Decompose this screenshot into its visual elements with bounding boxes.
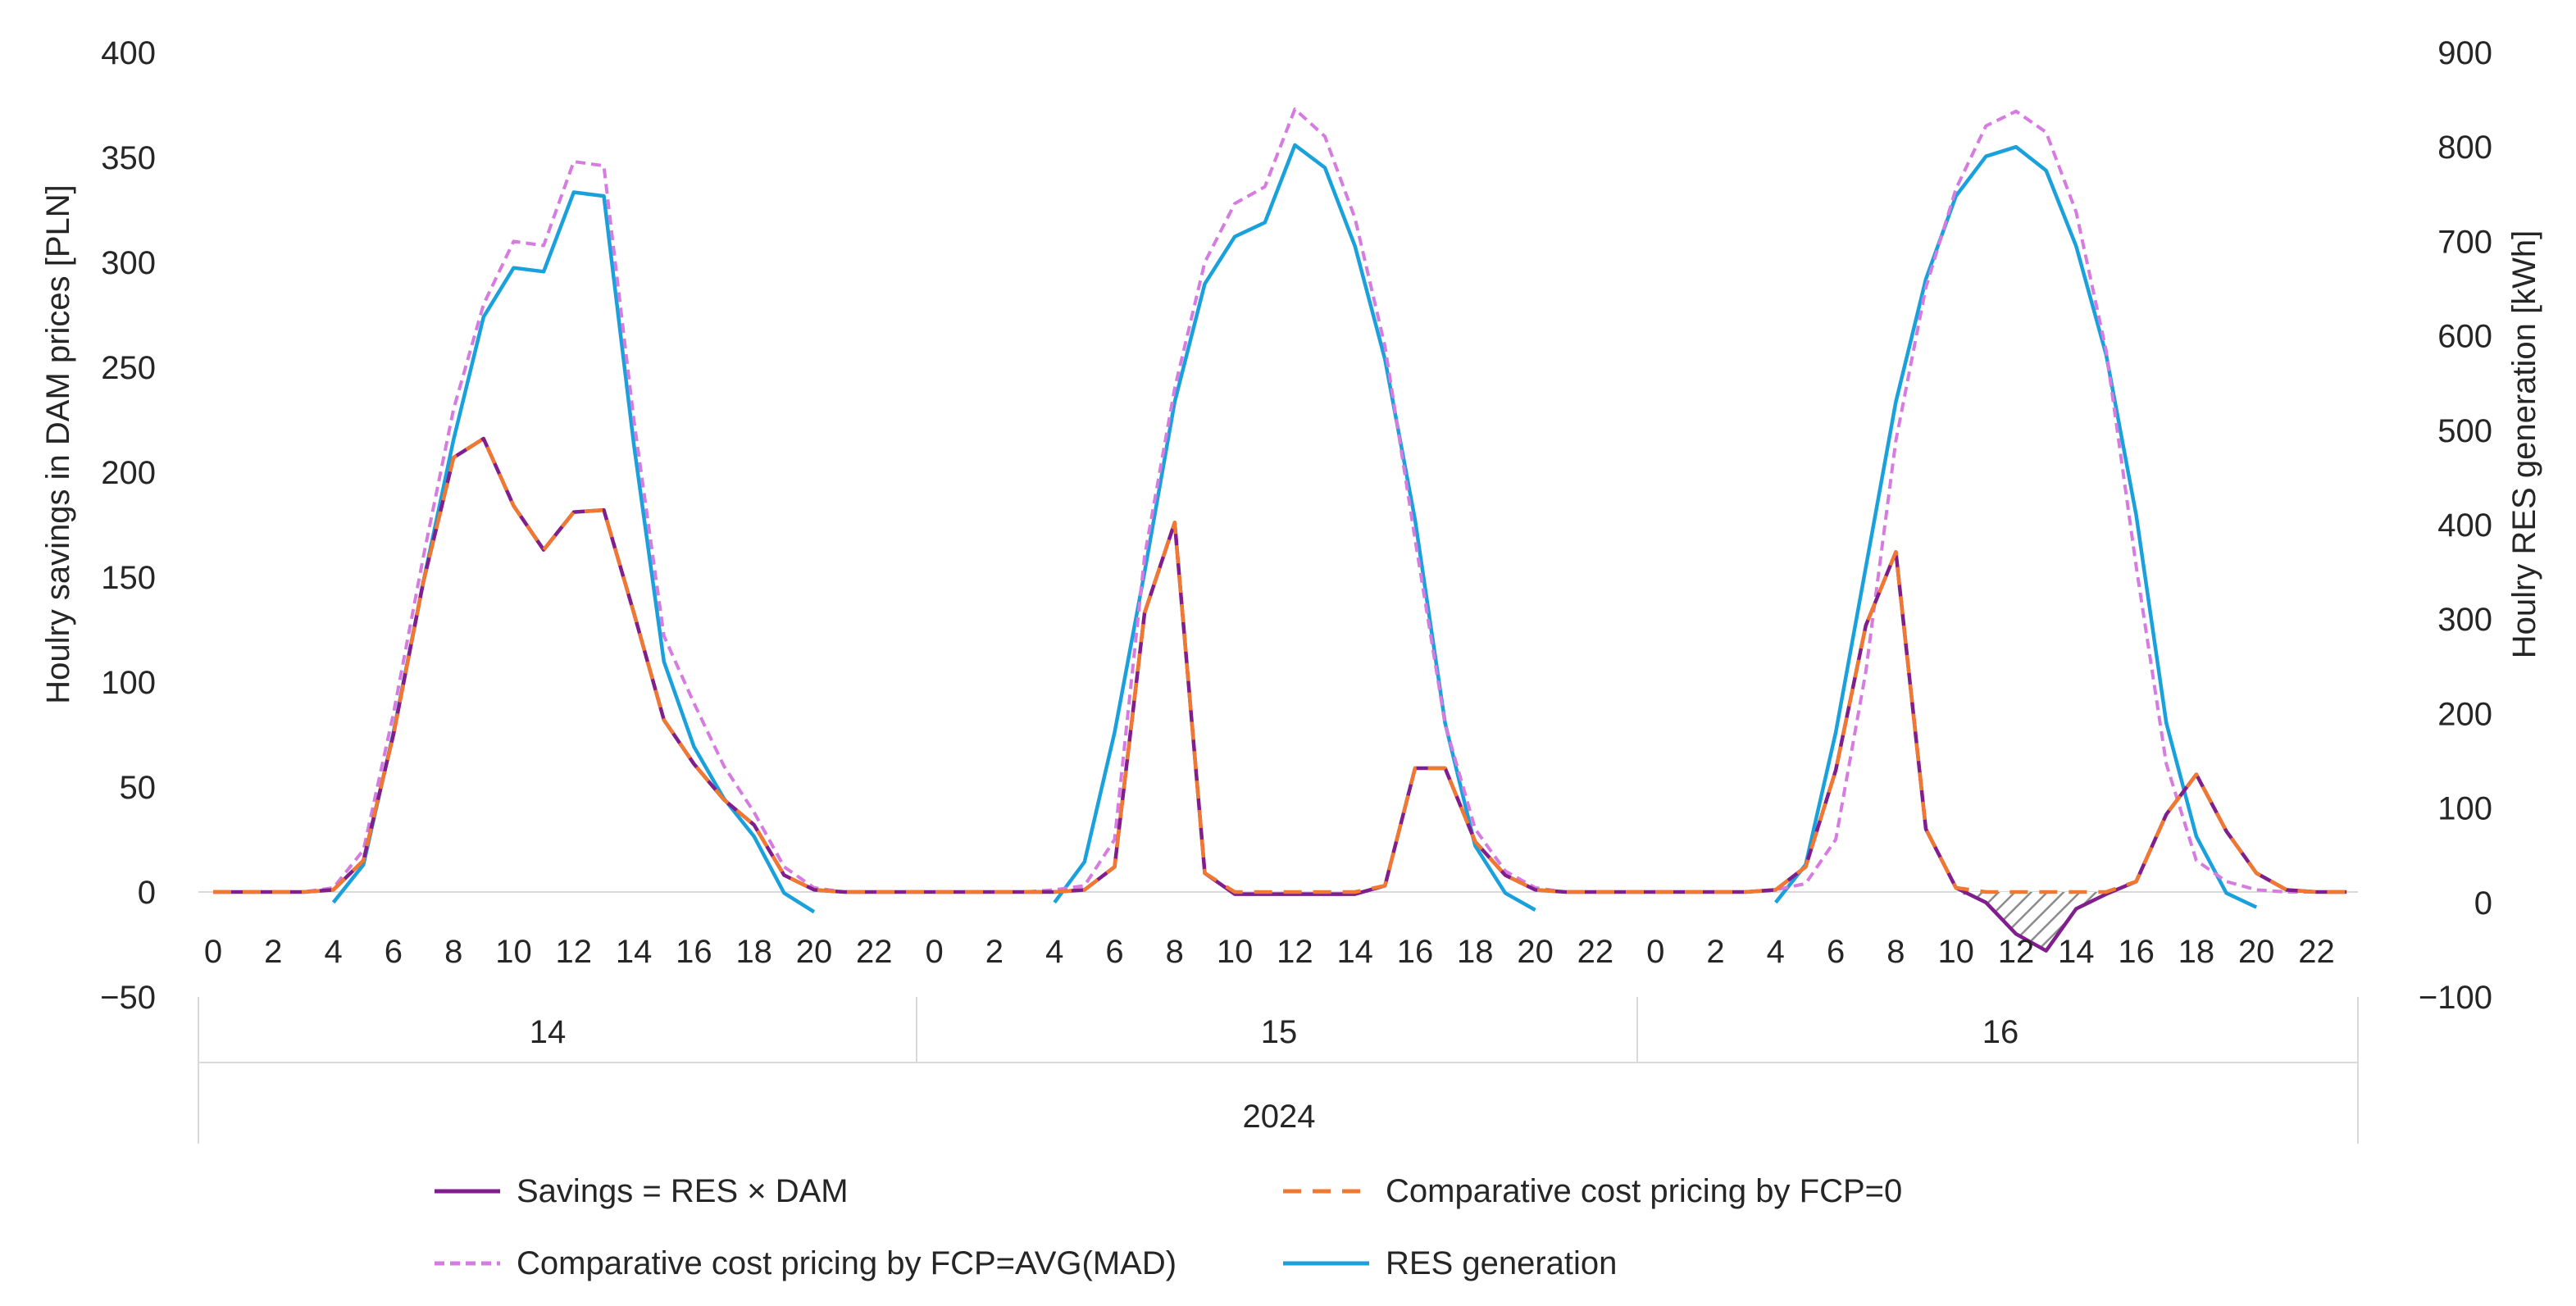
hour-tick-label: 18 [735, 934, 772, 970]
hour-tick-label: 22 [856, 934, 893, 970]
right-tick-label: 900 [2437, 35, 2492, 71]
x-axis-hour-ticks: 0 2 4 6 8 10 12 14 16 18 20 22 0 2 4 6 8 10 12 14 16 18 20 22 0 2… [204, 934, 2335, 970]
left-tick-label: 300 [101, 245, 156, 281]
hour-tick-label: 10 [495, 934, 532, 970]
right-tick-label: 700 [2437, 224, 2492, 260]
hour-tick-label: 8 [1166, 934, 1184, 970]
legend-label: RES generation [1386, 1245, 1617, 1281]
left-tick-label: 350 [101, 140, 156, 176]
left-tick-label: 150 [101, 560, 156, 596]
hour-tick-label: 16 [2118, 934, 2155, 970]
legend-label: Comparative cost pricing by FCP=0 [1386, 1173, 1902, 1209]
right-tick-label: 400 [2437, 507, 2492, 544]
hour-tick-label: 20 [2238, 934, 2275, 970]
left-tick-label: 400 [101, 35, 156, 71]
legend-item-res: RES generation [1283, 1245, 1617, 1281]
legend-item-fcpavg: Comparative cost pricing by FCP=AVG(MAD) [435, 1245, 1176, 1281]
hour-tick-label: 6 [1827, 934, 1845, 970]
hour-tick-label: 4 [1045, 934, 1063, 970]
hour-tick-label: 10 [1217, 934, 1254, 970]
hour-tick-label: 14 [1336, 934, 1373, 970]
hour-tick-label: 4 [1767, 934, 1785, 970]
hour-tick-label: 18 [1457, 934, 1494, 970]
left-axis-title: Houlry savings in DAM prices [PLN] [40, 184, 76, 704]
hour-tick-label: 0 [1646, 934, 1664, 970]
left-axis-ticks: −50 0 50 100 150 200 250 300 350 400 [100, 35, 156, 1016]
day-label: 14 [530, 1014, 567, 1050]
hour-tick-label: 6 [385, 934, 403, 970]
hour-tick-label: 10 [1937, 934, 1974, 970]
hour-tick-label: 2 [264, 934, 282, 970]
hour-tick-label: 2 [1706, 934, 1724, 970]
series-line-res [1053, 143, 1536, 912]
right-tick-label: 200 [2437, 696, 2492, 732]
hour-tick-label: 0 [204, 934, 222, 970]
hour-tick-label: 6 [1105, 934, 1123, 970]
hour-tick-label: 16 [1397, 934, 1434, 970]
legend-label: Comparative cost pricing by FCP=AVG(MAD) [517, 1245, 1176, 1281]
hour-tick-label: 16 [676, 934, 712, 970]
legend: Savings = RES × DAM Comparative cost pri… [435, 1173, 1902, 1281]
hour-tick-label: 12 [1998, 934, 2035, 970]
hour-tick-label: 0 [925, 934, 943, 970]
left-tick-label: −50 [100, 980, 156, 1016]
right-axis-title: Houlry RES generation [kWh] [2506, 230, 2542, 658]
left-tick-label: 50 [120, 770, 157, 806]
hour-tick-label: 20 [1517, 934, 1554, 970]
right-tick-label: 800 [2437, 130, 2492, 166]
legend-item-savings: Savings = RES × DAM [435, 1173, 849, 1209]
right-tick-label: 100 [2437, 791, 2492, 827]
series-line-fcpavg [213, 107, 2347, 894]
right-tick-label: 300 [2437, 602, 2492, 638]
series-lines [213, 107, 2347, 953]
legend-label: Savings = RES × DAM [517, 1173, 849, 1209]
hour-tick-label: 2 [985, 934, 1004, 970]
legend-item-fcp0: Comparative cost pricing by FCP=0 [1283, 1173, 1902, 1209]
day-label: 16 [1982, 1014, 2019, 1050]
hour-tick-label: 22 [2298, 934, 2335, 970]
right-tick-label: −100 [2419, 980, 2492, 1016]
hour-tick-label: 4 [324, 934, 342, 970]
hour-tick-label: 8 [1886, 934, 1905, 970]
series-line-res [1774, 144, 2258, 909]
right-axis-ticks: −100 0 100 200 300 400 500 600 700 800 900 [2419, 35, 2492, 1016]
left-tick-label: 100 [101, 665, 156, 701]
x-axis-day-labels: 14 15 16 [530, 1014, 2019, 1050]
hatched-negative-area [1955, 892, 2106, 951]
left-tick-label: 250 [101, 350, 156, 386]
hour-tick-label: 12 [556, 934, 593, 970]
hatched-area [1955, 892, 2106, 951]
right-tick-label: 0 [2474, 885, 2492, 921]
series-line-res [331, 190, 816, 914]
series-line-savings [213, 436, 2347, 953]
right-tick-label: 500 [2437, 413, 2492, 449]
hour-tick-label: 20 [796, 934, 833, 970]
right-tick-label: 600 [2437, 319, 2492, 355]
hour-tick-label: 14 [616, 934, 653, 970]
hour-tick-label: 22 [1577, 934, 1614, 970]
left-tick-label: 0 [138, 875, 156, 911]
series-line-fcp0 [213, 436, 2347, 894]
day-label: 15 [1261, 1014, 1298, 1050]
hour-tick-label: 8 [444, 934, 462, 970]
hour-tick-label: 18 [2178, 934, 2215, 970]
hour-tick-label: 14 [2058, 934, 2095, 970]
hour-tick-label: 12 [1277, 934, 1313, 970]
year-label: 2024 [1243, 1099, 1316, 1135]
left-tick-label: 200 [101, 455, 156, 491]
